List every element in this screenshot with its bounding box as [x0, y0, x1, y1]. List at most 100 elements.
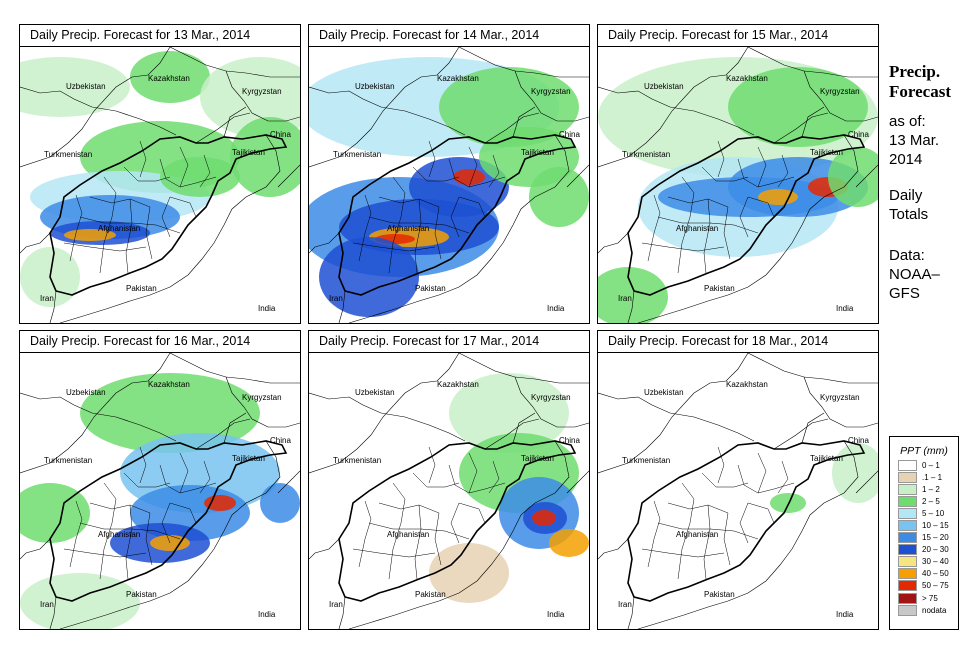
- map-label-kazakhstan: Kazakhstan: [148, 74, 190, 83]
- country-border: [747, 353, 878, 384]
- legend-swatch: [898, 580, 917, 592]
- country-border: [309, 538, 340, 560]
- country-border: [49, 290, 57, 323]
- country-border: [225, 70, 300, 122]
- legend-item: 5 – 10: [890, 507, 958, 519]
- province-border: [388, 482, 406, 580]
- country-border: [598, 232, 629, 254]
- precip-area: [453, 169, 485, 185]
- map-label-china: China: [559, 130, 580, 139]
- legend-item: 30 – 40: [890, 556, 958, 568]
- province-border: [159, 158, 197, 188]
- map-label-pakistan: Pakistan: [415, 590, 446, 599]
- country-border: [20, 392, 177, 442]
- country-border: [484, 418, 540, 450]
- province-border: [773, 176, 795, 184]
- precip-area: [728, 67, 868, 147]
- province-border: [428, 140, 436, 178]
- map-label-kyrgyzstan: Kyrgyzstan: [820, 393, 860, 402]
- province-border: [647, 500, 661, 568]
- legend-title: PPT (mm): [900, 445, 948, 457]
- province-border: [69, 194, 83, 262]
- country-border: [277, 470, 300, 494]
- province-border: [468, 452, 478, 494]
- forecast-panel-15-mar: Daily Precip. Forecast for 15 Mar., 2014…: [597, 24, 879, 324]
- map-label-india: India: [258, 610, 276, 619]
- map-label-uzbekistan: Uzbekistan: [66, 82, 106, 91]
- province-border: [378, 502, 440, 514]
- title-line: Precip.: [889, 62, 941, 81]
- map-label-kazakhstan: Kazakhstan: [437, 380, 479, 389]
- map-label-afghanistan: Afghanistan: [387, 530, 429, 539]
- province-border: [63, 548, 147, 558]
- province-border: [450, 502, 460, 544]
- province-border: [777, 460, 789, 494]
- country-border: [59, 440, 281, 629]
- map-label-tajikistan: Tajikistan: [232, 454, 265, 463]
- precip-area: [532, 510, 556, 526]
- country-border: [309, 47, 460, 168]
- country-border: [49, 596, 57, 629]
- legend-item: 10 – 15: [890, 519, 958, 532]
- province-border: [777, 154, 789, 188]
- country-border: [598, 47, 749, 168]
- province-border: [723, 206, 731, 260]
- province-border: [641, 548, 725, 558]
- province-border: [169, 502, 197, 524]
- map-label-uzbekistan: Uzbekistan: [355, 388, 395, 397]
- panel-title: Daily Precip. Forecast for 15 Mar., 2014: [598, 25, 878, 47]
- country-border: [512, 106, 536, 138]
- data-label: Data:: [889, 247, 925, 264]
- province-border: [677, 176, 695, 274]
- country-border: [195, 418, 251, 450]
- map-label-turkmenistan: Turkmenistan: [622, 150, 670, 159]
- province-border: [123, 166, 171, 182]
- legend-swatch: [898, 507, 917, 519]
- totals-line: Totals: [889, 206, 929, 223]
- province-border: [450, 196, 460, 238]
- province-border: [488, 460, 500, 494]
- precip-area: [598, 267, 668, 323]
- province-border: [123, 472, 171, 488]
- legend-item: 50 – 75: [890, 580, 958, 592]
- legend-swatch: [898, 459, 917, 471]
- legend-label: 0 – 1: [922, 460, 940, 470]
- map-label-china: China: [270, 436, 291, 445]
- panel-title: Daily Precip. Forecast for 17 Mar., 2014: [309, 331, 589, 353]
- forecast-panel-17-mar: Daily Precip. Forecast for 17 Mar., 2014…: [308, 330, 590, 630]
- map-label-india: India: [836, 610, 854, 619]
- legend-label: > 75: [922, 593, 938, 603]
- map-label-turkmenistan: Turkmenistan: [44, 150, 92, 159]
- province-border: [773, 482, 795, 490]
- legend-swatch: [898, 604, 917, 616]
- province-border: [352, 548, 436, 558]
- map-label-turkmenistan: Turkmenistan: [622, 456, 670, 465]
- legend-swatch: [898, 544, 917, 556]
- legend-swatch: [898, 556, 917, 568]
- country-border: [223, 412, 247, 444]
- map-label-tajikistan: Tajikistan: [521, 148, 554, 157]
- province-border: [79, 216, 181, 234]
- province-border: [641, 242, 725, 252]
- legend-item: .1 – 1: [890, 471, 958, 483]
- daily-line: Daily: [889, 187, 923, 204]
- country-border: [20, 232, 51, 254]
- country-border: [484, 112, 540, 144]
- map-label-tajikistan: Tajikistan: [232, 148, 265, 157]
- province-border: [414, 198, 422, 274]
- precip-map: Uzbekistan Kazakhstan Kyrgyzstan China Tajik…: [598, 47, 878, 323]
- country-border: [803, 376, 878, 428]
- province-border: [79, 522, 181, 540]
- province-border: [145, 206, 153, 260]
- map-label-kazakhstan: Kazakhstan: [726, 74, 768, 83]
- country-border: [637, 134, 859, 323]
- province-border: [717, 446, 725, 484]
- legend-item: 2 – 5: [890, 495, 958, 507]
- precip-area: [260, 483, 300, 523]
- province-border: [703, 504, 711, 580]
- map-label-turkmenistan: Turkmenistan: [333, 456, 381, 465]
- country-border: [225, 376, 300, 428]
- forecast-panel-16-mar: Daily Precip. Forecast for 16 Mar., 2014…: [19, 330, 301, 630]
- map-label-iran: Iran: [618, 294, 632, 303]
- map-label-iran: Iran: [329, 600, 343, 609]
